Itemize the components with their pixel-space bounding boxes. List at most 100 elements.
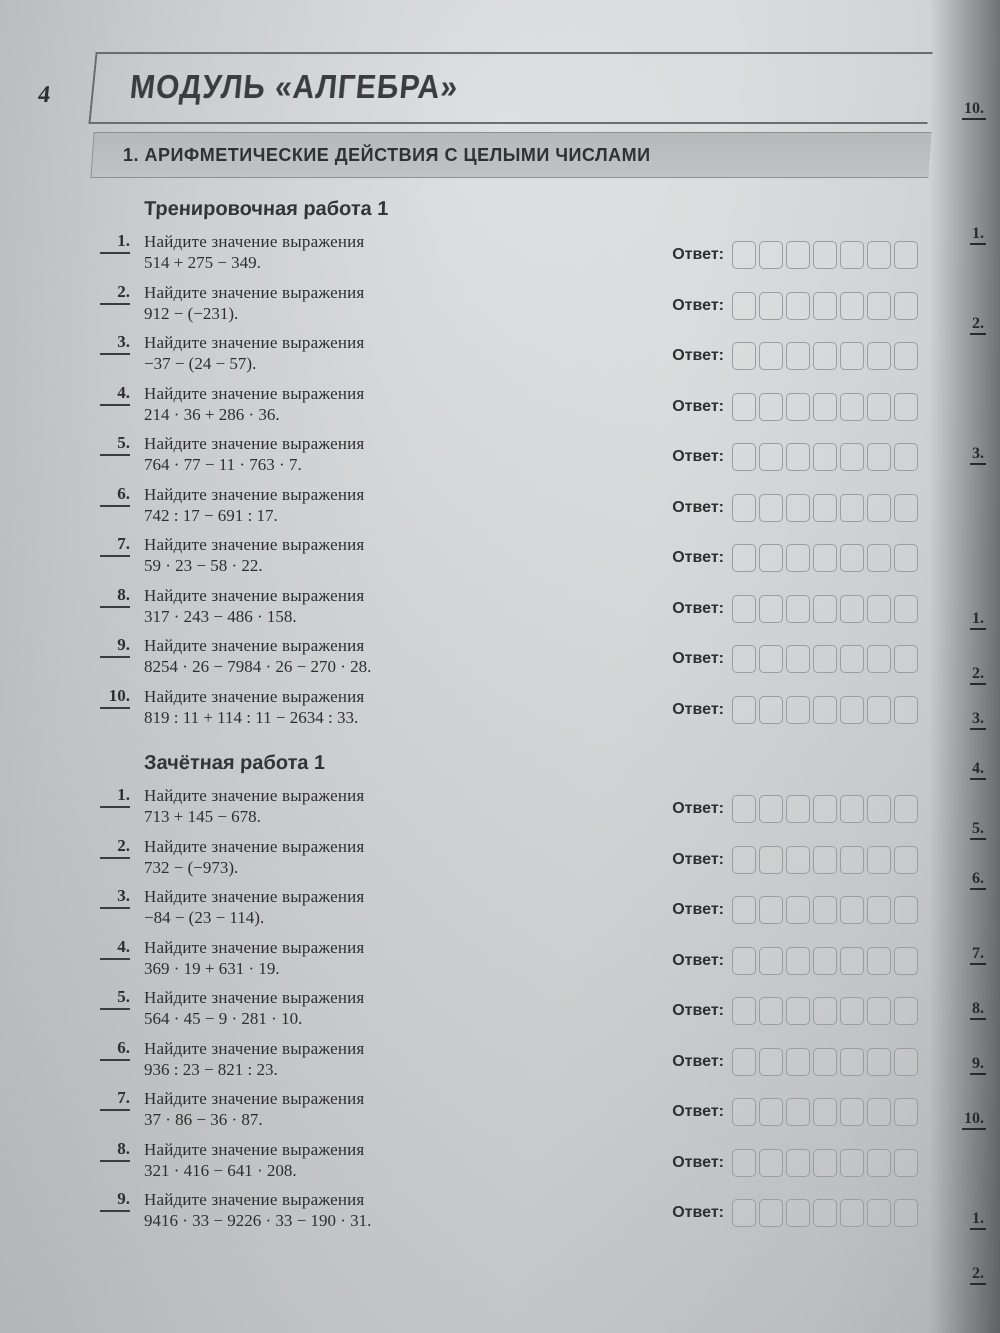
answer-box[interactable] (759, 393, 783, 421)
answer-box[interactable] (732, 544, 756, 572)
answer-box[interactable] (894, 1048, 918, 1076)
answer-box[interactable] (840, 645, 864, 673)
answer-box[interactable] (894, 846, 918, 874)
answer-box[interactable] (840, 443, 864, 471)
answer-box[interactable] (813, 896, 837, 924)
answer-box[interactable] (786, 292, 810, 320)
answer-box[interactable] (840, 846, 864, 874)
answer-box[interactable] (840, 1048, 864, 1076)
answer-box[interactable] (894, 393, 918, 421)
answer-box[interactable] (840, 595, 864, 623)
answer-box[interactable] (894, 795, 918, 823)
answer-box[interactable] (732, 494, 756, 522)
answer-box[interactable] (894, 1098, 918, 1126)
answer-box[interactable] (813, 696, 837, 724)
answer-box[interactable] (786, 595, 810, 623)
answer-box[interactable] (867, 896, 891, 924)
answer-box[interactable] (732, 443, 756, 471)
answer-box[interactable] (786, 795, 810, 823)
answer-box[interactable] (894, 1149, 918, 1177)
answer-box[interactable] (867, 1048, 891, 1076)
answer-box[interactable] (840, 241, 864, 269)
answer-box[interactable] (786, 1098, 810, 1126)
answer-box[interactable] (759, 1098, 783, 1126)
answer-box[interactable] (840, 947, 864, 975)
answer-box[interactable] (786, 443, 810, 471)
answer-box[interactable] (732, 292, 756, 320)
answer-box[interactable] (813, 947, 837, 975)
answer-box[interactable] (759, 947, 783, 975)
answer-box[interactable] (732, 241, 756, 269)
answer-box[interactable] (867, 696, 891, 724)
answer-box[interactable] (786, 696, 810, 724)
answer-box[interactable] (759, 795, 783, 823)
answer-box[interactable] (894, 494, 918, 522)
answer-box[interactable] (759, 494, 783, 522)
answer-box[interactable] (813, 241, 837, 269)
answer-box[interactable] (894, 595, 918, 623)
answer-box[interactable] (759, 1048, 783, 1076)
answer-box[interactable] (867, 292, 891, 320)
answer-box[interactable] (894, 443, 918, 471)
answer-box[interactable] (732, 846, 756, 874)
answer-box[interactable] (813, 544, 837, 572)
answer-box[interactable] (813, 595, 837, 623)
answer-box[interactable] (867, 544, 891, 572)
answer-box[interactable] (894, 1199, 918, 1227)
answer-box[interactable] (894, 696, 918, 724)
answer-box[interactable] (759, 1149, 783, 1177)
answer-box[interactable] (759, 443, 783, 471)
answer-box[interactable] (813, 645, 837, 673)
answer-box[interactable] (840, 997, 864, 1025)
answer-box[interactable] (786, 947, 810, 975)
answer-box[interactable] (786, 645, 810, 673)
answer-box[interactable] (867, 1149, 891, 1177)
answer-box[interactable] (732, 645, 756, 673)
answer-box[interactable] (732, 795, 756, 823)
answer-box[interactable] (813, 443, 837, 471)
answer-box[interactable] (732, 342, 756, 370)
answer-box[interactable] (786, 896, 810, 924)
answer-box[interactable] (813, 494, 837, 522)
answer-box[interactable] (732, 947, 756, 975)
answer-box[interactable] (786, 1149, 810, 1177)
answer-box[interactable] (867, 1199, 891, 1227)
answer-box[interactable] (813, 1149, 837, 1177)
answer-box[interactable] (732, 393, 756, 421)
answer-box[interactable] (894, 947, 918, 975)
answer-box[interactable] (840, 494, 864, 522)
answer-box[interactable] (894, 997, 918, 1025)
answer-box[interactable] (813, 393, 837, 421)
answer-box[interactable] (813, 795, 837, 823)
answer-box[interactable] (786, 494, 810, 522)
answer-box[interactable] (840, 1098, 864, 1126)
answer-box[interactable] (867, 645, 891, 673)
answer-box[interactable] (759, 241, 783, 269)
answer-box[interactable] (759, 1199, 783, 1227)
answer-box[interactable] (732, 595, 756, 623)
answer-box[interactable] (894, 342, 918, 370)
answer-box[interactable] (786, 544, 810, 572)
answer-box[interactable] (786, 241, 810, 269)
answer-box[interactable] (786, 342, 810, 370)
answer-box[interactable] (813, 1048, 837, 1076)
answer-box[interactable] (894, 645, 918, 673)
answer-box[interactable] (840, 393, 864, 421)
answer-box[interactable] (894, 896, 918, 924)
answer-box[interactable] (813, 997, 837, 1025)
answer-box[interactable] (840, 696, 864, 724)
answer-box[interactable] (867, 795, 891, 823)
answer-box[interactable] (759, 696, 783, 724)
answer-box[interactable] (759, 292, 783, 320)
answer-box[interactable] (813, 342, 837, 370)
answer-box[interactable] (867, 846, 891, 874)
answer-box[interactable] (813, 846, 837, 874)
answer-box[interactable] (840, 544, 864, 572)
answer-box[interactable] (867, 443, 891, 471)
answer-box[interactable] (813, 1199, 837, 1227)
answer-box[interactable] (840, 795, 864, 823)
answer-box[interactable] (840, 342, 864, 370)
answer-box[interactable] (759, 595, 783, 623)
answer-box[interactable] (840, 292, 864, 320)
answer-box[interactable] (759, 997, 783, 1025)
